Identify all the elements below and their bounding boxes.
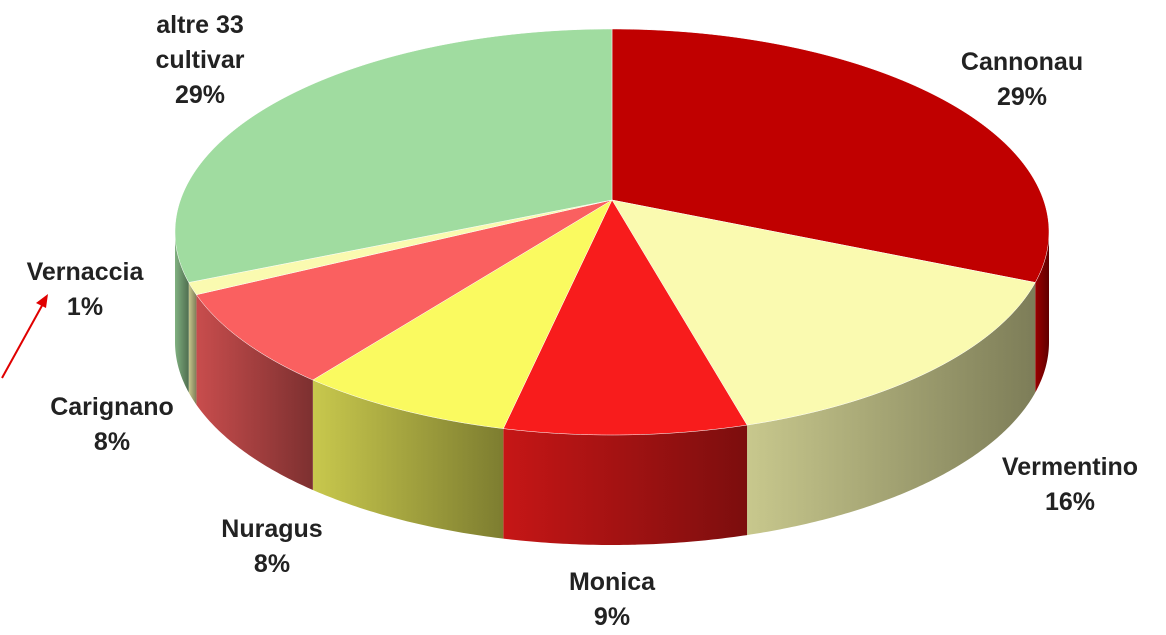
value-label: 29% — [174, 81, 226, 109]
value-label: 9% — [593, 603, 631, 631]
value-label: 8% — [93, 428, 131, 456]
slice-side — [196, 294, 313, 490]
slice-label: Carignano 8% — [27, 390, 197, 460]
slice-side — [1035, 232, 1049, 393]
slice — [312, 199, 613, 429]
value-label: 16% — [1044, 488, 1096, 516]
slice-label: altre 33 cultivar 29% — [135, 8, 265, 113]
pie-tops — [174, 28, 1050, 436]
value-label: 8% — [253, 550, 291, 578]
category-label: Carignano — [50, 393, 174, 421]
slice-side — [747, 282, 1036, 536]
value-label: 29% — [996, 83, 1048, 111]
slice-label: Vernaccia 1% — [0, 255, 170, 325]
annotation-arrow — [1, 301, 45, 379]
category-label: Nuragus — [221, 515, 323, 543]
category-label: Vernaccia — [26, 258, 144, 286]
slice-side — [312, 379, 504, 539]
slice-side — [175, 232, 189, 393]
value-label: 1% — [66, 293, 104, 321]
category-label: altre 33 cultivar — [155, 11, 245, 74]
category-label: Cannonau — [960, 48, 1084, 76]
arrow-head — [36, 294, 48, 308]
category-label: Vermentino — [1001, 453, 1139, 481]
slice — [188, 199, 613, 296]
slice — [195, 199, 613, 381]
slice-label: Nuragus 8% — [187, 512, 357, 582]
slice — [611, 28, 1050, 283]
slice — [611, 199, 1036, 426]
slice-side — [188, 282, 197, 405]
pie-sides — [175, 232, 1049, 545]
slice — [502, 199, 748, 436]
slice-side — [503, 425, 748, 545]
slice — [174, 28, 613, 283]
slice-label: Cannonau 29% — [937, 45, 1107, 115]
slice-label: Monica 9% — [527, 565, 697, 635]
slice-label: Vermentino 16% — [985, 450, 1155, 520]
category-label: Monica — [568, 568, 656, 596]
